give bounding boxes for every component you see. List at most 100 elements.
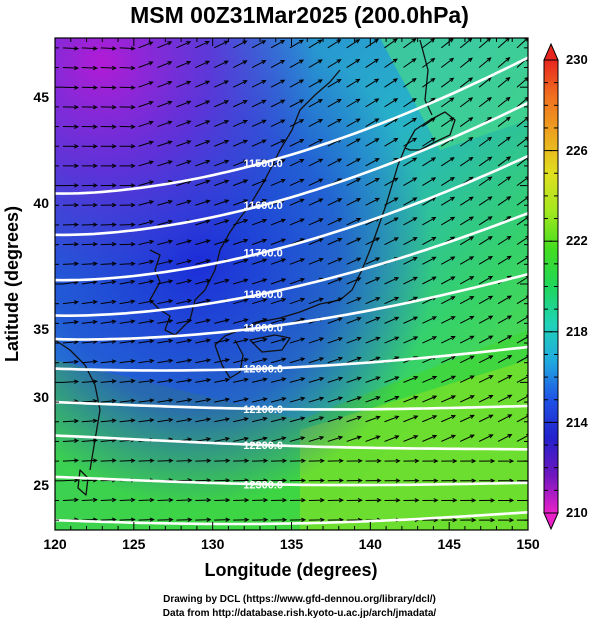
wind-arrow — [195, 60, 210, 68]
wind-arrow — [157, 300, 173, 305]
height-contour-12300 — [55, 475, 528, 487]
wind-arrow-head — [449, 176, 455, 182]
wind-arrow — [157, 499, 173, 501]
wind-arrow — [289, 298, 305, 305]
wind-arrow-head — [242, 80, 248, 85]
wind-arrow-head — [337, 257, 343, 262]
wind-arrow-head — [168, 458, 174, 463]
wind-arrow-head — [412, 296, 419, 301]
wind-arrow-head — [469, 395, 475, 400]
wind-arrow-head — [205, 239, 211, 244]
wind-arrow — [138, 360, 154, 364]
wind-arrow-head — [168, 378, 174, 383]
wind-arrow-head — [356, 297, 362, 302]
wind-arrow-head — [505, 136, 511, 141]
wind-arrow — [195, 339, 211, 344]
wind-arrow-head — [92, 319, 98, 325]
wind-arrow — [270, 159, 285, 167]
wind-arrow-head — [374, 118, 380, 123]
wind-arrow-head — [243, 278, 249, 283]
wind-arrow — [157, 399, 173, 403]
wind-arrow-head — [130, 124, 136, 129]
map-title: MSM 00Z31Mar2025 (200.0hPa) — [130, 2, 469, 28]
wind-arrow — [251, 259, 267, 265]
wind-arrow-head — [92, 299, 98, 305]
wind-arrow — [232, 159, 248, 167]
wind-arrow-head — [433, 458, 439, 464]
wind-arrow-head — [524, 96, 528, 102]
wind-arrow — [251, 199, 267, 206]
cbar-label-226: 226 — [566, 143, 588, 158]
wind-arrow-head — [336, 39, 342, 44]
wind-arrow-head — [393, 197, 399, 202]
wind-arrow — [459, 434, 475, 442]
wind-arrow — [403, 237, 417, 246]
wind-arrow-head — [186, 199, 192, 204]
wind-arrow-head — [148, 140, 154, 145]
wind-arrow — [157, 240, 173, 246]
wind-arrow-head — [487, 216, 493, 221]
wind-arrow-head — [111, 319, 117, 324]
wind-arrow — [308, 158, 323, 167]
wind-arrow — [308, 397, 324, 403]
wind-arrow-head — [243, 417, 249, 422]
wind-arrow-head — [337, 356, 344, 362]
wind-arrow — [497, 156, 511, 167]
wind-arrow-head — [224, 437, 231, 442]
wind-arrow-head — [205, 318, 212, 323]
wind-arrow — [100, 281, 116, 285]
wind-arrow-head — [488, 335, 494, 340]
wind-arrow-head — [450, 336, 456, 341]
wind-arrow — [270, 99, 285, 108]
wind-arrow-head — [300, 297, 306, 302]
wind-arrow — [195, 519, 211, 521]
wind-arrow — [176, 120, 191, 128]
wind-arrow-head — [149, 418, 155, 423]
wind-arrow — [195, 359, 211, 364]
wind-arrow-head — [300, 396, 306, 402]
wind-arrow — [81, 301, 97, 305]
wind-arrow-head — [374, 138, 380, 143]
wind-arrow-head — [206, 378, 212, 383]
wind-arrow — [308, 258, 323, 265]
wind-arrow — [327, 198, 342, 206]
wind-arrow-head — [149, 279, 155, 284]
wind-arrow-head — [301, 498, 307, 503]
wind-arrow-head — [469, 276, 475, 281]
wind-arrow-head — [74, 438, 80, 443]
wind-arrow-head — [505, 57, 511, 62]
wind-arrow — [270, 318, 286, 324]
wind-arrow-head — [355, 78, 361, 83]
wind-arrow-head — [74, 261, 80, 266]
wind-arrow — [422, 177, 436, 187]
wind-arrow-head — [92, 104, 98, 110]
wind-arrow-head — [506, 235, 512, 241]
wind-arrow — [119, 67, 135, 69]
wind-arrow — [232, 100, 248, 108]
wind-arrow-head — [243, 338, 249, 343]
wind-arrow — [176, 240, 191, 246]
wind-arrow-head — [509, 498, 515, 503]
wind-arrow — [195, 41, 210, 49]
wind-arrow — [270, 338, 286, 344]
wind-arrow-head — [111, 299, 117, 305]
wind-arrow-head — [299, 159, 305, 164]
wind-arrow — [100, 459, 116, 462]
wind-arrow-head — [74, 124, 80, 129]
x-tick-150: 150 — [516, 536, 540, 552]
wind-arrow-head — [282, 458, 288, 463]
wind-arrow-head — [376, 498, 382, 503]
wind-arrow — [138, 260, 154, 265]
wind-arrow — [365, 39, 379, 49]
wind-arrow — [440, 38, 454, 49]
wind-arrow — [422, 38, 435, 49]
wind-arrow-head — [261, 99, 267, 104]
wind-arrow — [81, 340, 97, 344]
wind-arrow — [478, 216, 493, 226]
wind-arrow — [346, 257, 361, 265]
wind-arrow-head — [224, 239, 230, 244]
wind-arrow — [422, 415, 437, 423]
wind-arrow — [497, 196, 511, 206]
wind-arrow — [403, 177, 417, 187]
wind-arrow — [289, 198, 304, 206]
